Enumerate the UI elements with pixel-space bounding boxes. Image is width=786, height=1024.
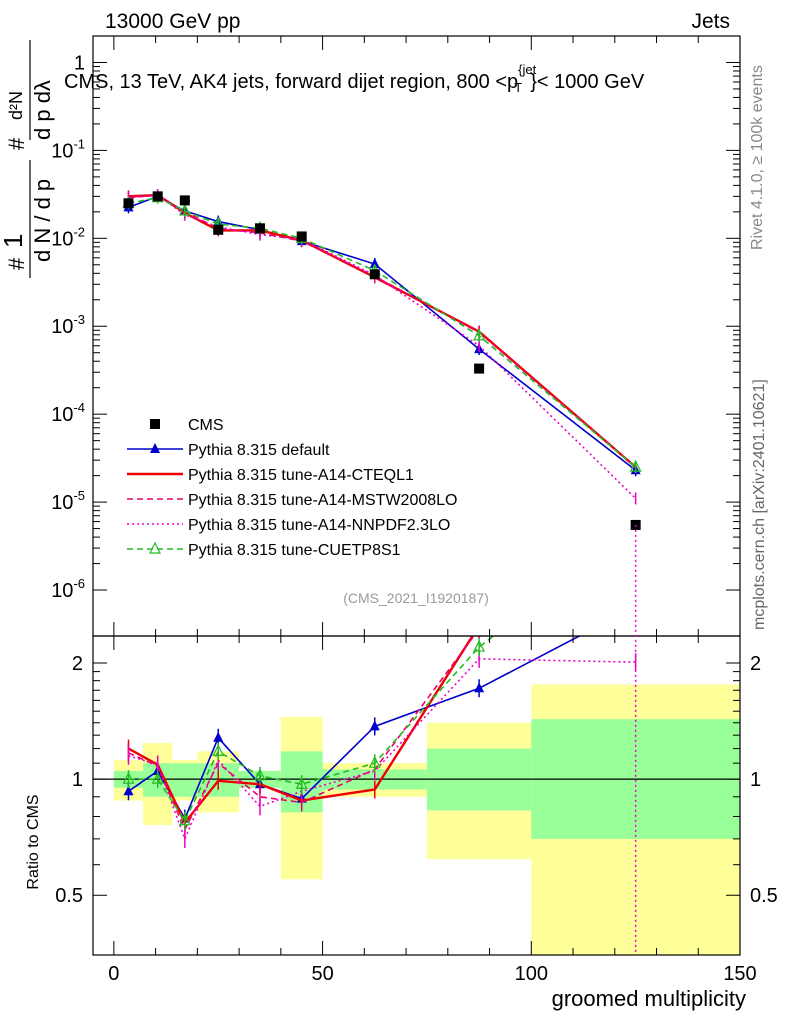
y-tick-label-bottom-right: 0.5 <box>750 885 778 907</box>
y-tick-label-bottom-right: 2 <box>750 653 761 675</box>
collision-label: 13000 GeV pp <box>105 10 240 33</box>
y-tick-label-bottom-right: 1 <box>750 769 761 791</box>
cms-data-point <box>254 223 265 234</box>
ratio-uncertainty-bands <box>93 684 740 955</box>
legend-marker <box>149 541 161 554</box>
cms-data-point <box>474 363 485 374</box>
svg-text:d²N: d²N <box>6 91 26 120</box>
band-inner <box>172 763 198 797</box>
x-tick-label: 50 <box>311 963 333 985</box>
bottom-frame <box>92 635 741 956</box>
y-tick-label-top: 10-6 <box>51 576 85 602</box>
series-line-ratio <box>128 658 636 842</box>
svg-text:d p dλ: d p dλ <box>30 80 55 140</box>
y-tick-label-top: 1 <box>74 52 85 74</box>
legend: CMS Pythia 8.315 default Pythia 8.315 tune… <box>127 417 457 559</box>
legend-marker <box>150 443 160 453</box>
series-marker <box>473 328 486 341</box>
y-tick-label-top: 10-4 <box>51 400 85 426</box>
y-tick-label-top: 10-2 <box>51 224 85 250</box>
y-tick-label-top: 10-3 <box>51 312 85 338</box>
y-tick-label-bottom: 1 <box>72 769 83 791</box>
ratio-marker <box>369 720 380 731</box>
series-marker <box>629 459 642 472</box>
cms-data-point <box>296 231 307 242</box>
x-tick-label: 100 <box>515 963 548 985</box>
cms-data-point <box>369 269 380 280</box>
svg-text:1: 1 <box>0 234 28 248</box>
ratio-marker <box>123 785 134 796</box>
cms-data-point <box>179 195 190 206</box>
ratio-marker <box>213 731 224 742</box>
legend-marker-cms <box>150 419 160 429</box>
x-axis-label: groomed multiplicity <box>552 986 746 1011</box>
x-tick-label: 0 <box>108 963 119 985</box>
svg-text:d N / d p: d N / d p <box>30 179 55 262</box>
ratio-marker <box>178 813 191 826</box>
ratio-marker <box>253 768 266 781</box>
series-marker <box>178 203 191 216</box>
ratio-marker <box>151 771 164 784</box>
y-tick-label-top: 10-5 <box>51 488 85 514</box>
mcplots-label: mcplots.cern.ch [arXiv:2401.10621] <box>751 379 768 630</box>
series-marker <box>369 258 380 269</box>
series-line-top <box>128 196 637 468</box>
x-tick-label: 150 <box>723 963 756 985</box>
ratio-marker <box>122 771 135 784</box>
ratio-plot <box>122 636 637 848</box>
cms-data-point <box>152 191 163 202</box>
y-tick-label-top: 10-1 <box>51 136 85 162</box>
y-tick-label-bottom: 2 <box>72 653 83 675</box>
legend-label: Pythia 8.315 tune-CUETP8S1 <box>188 542 401 559</box>
rivet-version-label: Rivet 4.1.0, ≥ 100k events <box>749 65 766 250</box>
legend-label: Pythia 8.315 tune-A14-CTEQL1 <box>188 467 414 484</box>
ratio-marker <box>473 639 486 652</box>
y-axis-label-bottom: Ratio to CMS <box>25 794 42 889</box>
cms-data-point <box>213 224 224 235</box>
chart-title: CMS, 13 TeV, AK4 jets, forward dijet reg… <box>64 62 645 95</box>
ratio-marker <box>474 682 485 693</box>
legend-label-cms: CMS <box>188 417 224 434</box>
main-plot <box>122 189 642 530</box>
analysis-id-label: (CMS_2021_I1920187) <box>343 590 489 606</box>
category-label: Jets <box>691 10 730 33</box>
ratio-marker <box>295 776 308 789</box>
y-axis-label-top: # 1 d N / d p # d²N d p dλ <box>0 40 55 278</box>
ratio-marker <box>368 755 381 768</box>
legend-label: Pythia 8.315 tune-A14-MSTW2008LO <box>188 492 457 509</box>
ratio-marker <box>212 744 225 757</box>
y-tick-label-bottom: 0.5 <box>55 885 83 907</box>
svg-text:#: # <box>4 257 29 270</box>
legend-label: Pythia 8.315 default <box>188 442 330 459</box>
cms-data-point <box>123 198 134 209</box>
svg-text:#: # <box>4 137 29 150</box>
legend-label: Pythia 8.315 tune-A14-NNPDF2.3LO <box>188 517 450 534</box>
series-line-ratio <box>128 636 475 832</box>
